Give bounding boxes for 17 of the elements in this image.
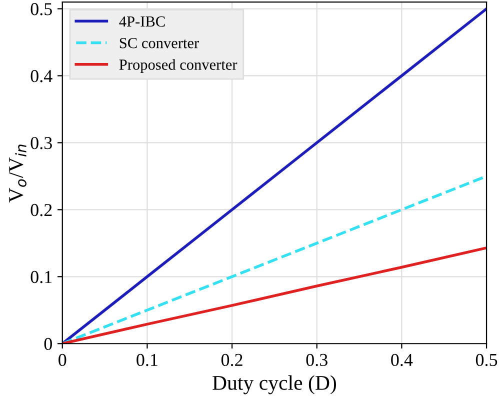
x-tick-label: 0.2 xyxy=(221,354,242,366)
legend-label: SC converter xyxy=(120,38,199,48)
y-tick-label: 0.1 xyxy=(30,270,52,284)
legend-label: 4P-IBC xyxy=(119,16,165,27)
y-tick-label: 0.4 xyxy=(30,70,52,82)
y-axis-title: V$_{o}$/V$_{in}$ xyxy=(9,144,26,203)
x-tick-label: 0.1 xyxy=(136,354,158,366)
legend-label: Proposed converter xyxy=(119,59,238,73)
x-tick-label: 0 xyxy=(58,354,66,366)
x-tick-label: 0.5 xyxy=(476,354,498,366)
x-tick-label: 0.3 xyxy=(306,354,328,366)
x-axis-title: Duty cycle (D) xyxy=(212,375,336,394)
y-tick-label: 0 xyxy=(44,338,52,350)
x-tick-label: 0.4 xyxy=(391,354,413,366)
y-tick-label: 0.3 xyxy=(30,136,52,150)
y-tick-label: 0.2 xyxy=(30,204,52,216)
y-tick-label: 0.5 xyxy=(30,3,52,16)
